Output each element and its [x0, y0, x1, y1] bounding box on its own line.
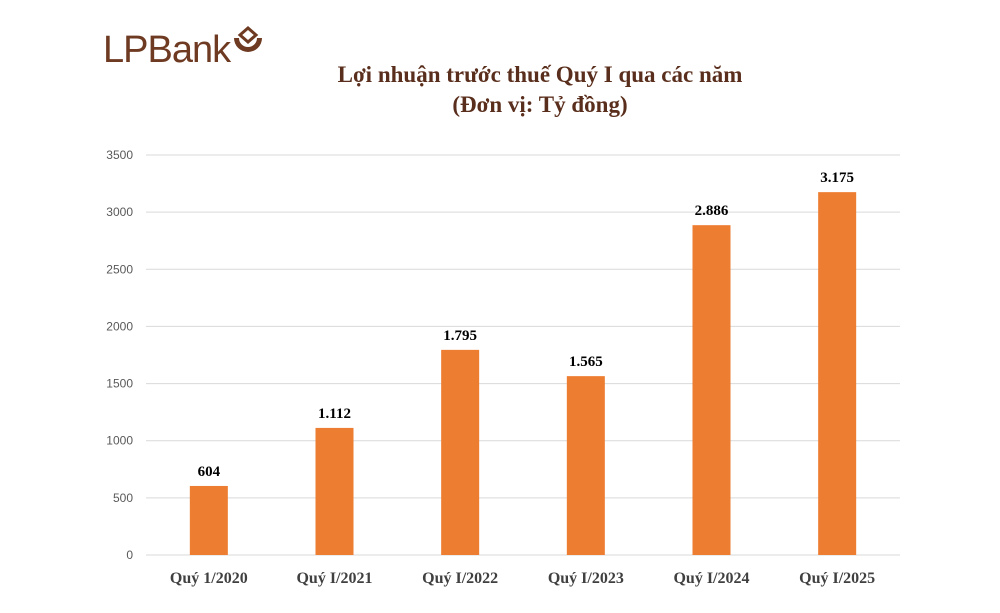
y-tick-label: 2000: [106, 319, 133, 333]
y-tick-label: 1000: [106, 434, 133, 448]
x-tick-label: Quý I/2025: [799, 570, 875, 587]
x-tick-label: Quý 1/2020: [170, 570, 248, 587]
chart-subtitle: (Đơn vị: Tỷ đồng): [452, 92, 628, 117]
y-tick-label: 2500: [106, 262, 133, 276]
y-tick-label: 3000: [106, 205, 133, 219]
bar: [818, 192, 857, 555]
lpbank-logo: LPBank: [103, 26, 265, 71]
y-tick-label: 1500: [106, 377, 133, 391]
data-label: 604: [198, 464, 221, 480]
data-label: 1.112: [318, 406, 351, 422]
chart-title-block: Lợi nhuận trước thuế Quý I qua các năm (…: [250, 60, 830, 120]
bar: [441, 349, 480, 555]
x-tick-label: Quý I/2024: [673, 570, 749, 587]
bar: [315, 427, 354, 555]
data-label: 1.565: [569, 354, 603, 370]
data-label: 1.795: [443, 328, 477, 344]
y-tick-label: 3500: [106, 148, 133, 162]
chart-title: Lợi nhuận trước thuế Quý I qua các năm: [337, 62, 743, 87]
x-tick-label: Quý I/2023: [548, 570, 624, 587]
bar: [566, 376, 605, 555]
y-tick-label: 500: [113, 491, 133, 505]
logo-text: LPBank: [103, 29, 231, 71]
y-tick-label: 0: [126, 548, 133, 562]
x-tick-label: Quý I/2021: [296, 570, 372, 587]
bar: [189, 485, 228, 555]
data-label: 3.175: [820, 170, 854, 186]
x-tick-label: Quý I/2022: [422, 570, 498, 587]
data-label: 2.886: [695, 203, 729, 219]
logo-emblem-icon: [234, 26, 263, 52]
bar: [692, 225, 731, 555]
